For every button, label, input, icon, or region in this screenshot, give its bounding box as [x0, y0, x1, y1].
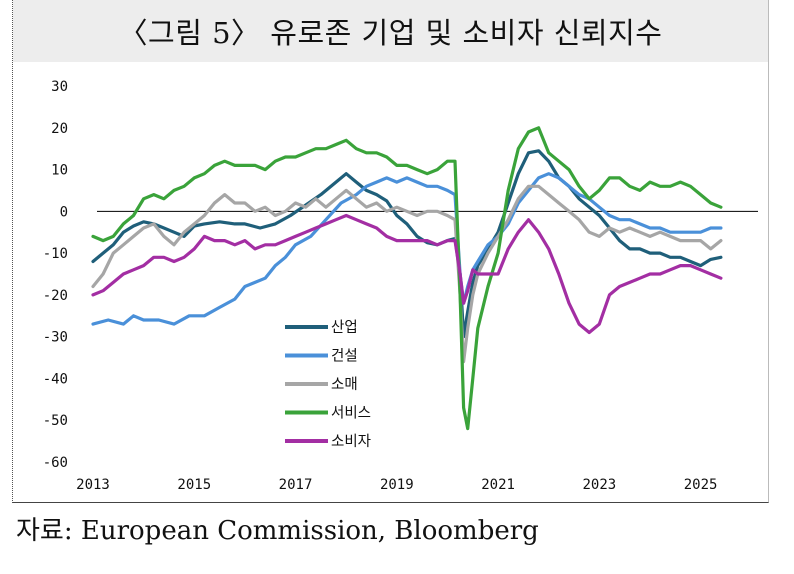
figure-frame	[12, 0, 769, 503]
series-line-5	[91, 213, 723, 335]
legend-label: 건설	[331, 348, 358, 365]
legend-label: 산업	[331, 319, 358, 336]
x-tick-label: 2025	[684, 477, 718, 493]
legend-label: 소매	[331, 376, 358, 393]
y-tick-label: 20	[51, 121, 68, 137]
y-tick-label: 10	[51, 163, 68, 179]
y-tick-label: -40	[43, 371, 68, 387]
series-line-2	[91, 172, 723, 326]
y-tick-label: -30	[43, 330, 68, 346]
series-line-4	[91, 126, 723, 431]
y-tick-label: -10	[43, 246, 68, 262]
x-tick-label: 2019	[380, 477, 414, 493]
y-tick-label: 30	[51, 79, 68, 95]
x-tick-label: 2013	[76, 477, 110, 493]
y-tick-label: -60	[43, 455, 68, 471]
y-tick-label: -20	[43, 288, 68, 304]
legend-label: 서비스	[331, 405, 371, 422]
x-tick-label: 2015	[177, 477, 211, 493]
x-tick-label: 2017	[279, 477, 313, 493]
series-line-3	[91, 184, 723, 364]
x-tick-label: 2021	[481, 477, 515, 493]
legend-label: 소비자	[331, 433, 371, 450]
y-axis-ticks: 30 20 10 0 -10 -20 -30 -40 -50 -60	[43, 79, 68, 471]
y-tick-label: 0	[60, 204, 68, 220]
chart-title: 〈그림 5〉 유로존 기업 및 소비자 신뢰지수	[118, 16, 663, 50]
series-lines	[91, 126, 723, 431]
x-axis-ticks: 2013 2015 2017 2019 2021 2023 2025	[76, 477, 717, 493]
y-tick-label: -50	[43, 413, 68, 429]
x-tick-label: 2023	[582, 477, 616, 493]
title-bar: 〈그림 5〉 유로존 기업 및 소비자 신뢰지수	[13, 0, 768, 62]
source-note: 자료: European Commission, Bloomberg	[16, 516, 539, 546]
